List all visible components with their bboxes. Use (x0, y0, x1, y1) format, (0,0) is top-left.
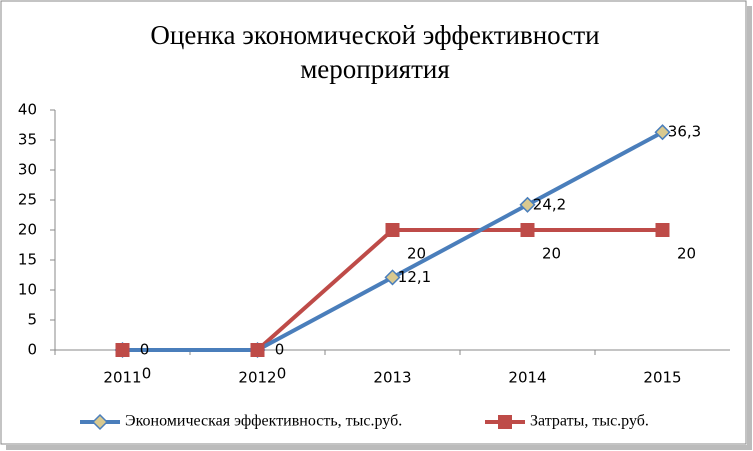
y-tick-label: 20 (18, 221, 37, 239)
y-tick-label: 35 (18, 131, 37, 149)
y-tick-label: 5 (27, 311, 37, 329)
marker (519, 196, 536, 213)
x-tick-label: 2012 (238, 369, 276, 387)
data-label: 0 (142, 365, 152, 383)
x-tick-label: 2013 (373, 369, 411, 387)
chart-border (0, 0, 747, 445)
x-tick-label: 2015 (643, 369, 681, 387)
y-tick-label: 25 (18, 191, 37, 209)
x-tick-label: 2014 (508, 369, 546, 387)
y-tick-label: 0 (27, 341, 37, 359)
data-label: 20 (542, 245, 561, 263)
y-tick-label: 15 (18, 251, 37, 269)
data-label: 24,2 (533, 195, 566, 213)
x-tick-label: 2011 (103, 369, 141, 387)
marker (654, 124, 671, 141)
chart-title: Оценка экономической эффективности мероп… (150, 20, 600, 84)
shadow (6, 445, 752, 450)
y-tick-label: 30 (18, 161, 37, 179)
marker (91, 413, 109, 431)
data-label: 0 (140, 341, 150, 359)
data-label: 36,3 (668, 123, 701, 141)
marker (115, 343, 130, 357)
data-label: 0 (277, 365, 287, 383)
marker (655, 223, 670, 237)
marker (520, 223, 535, 237)
shadow (747, 6, 752, 449)
y-tick-label: 40 (18, 101, 37, 119)
data-label: 0 (275, 341, 285, 359)
data-label: 20 (677, 245, 696, 263)
marker (250, 343, 265, 357)
marker (384, 269, 401, 286)
y-tick-label: 10 (18, 281, 37, 299)
data-label: 20 (407, 245, 426, 263)
data-label: 12,1 (398, 268, 431, 286)
marker (498, 415, 512, 429)
legend-label: Экономическая эффективность, тыс.руб. (125, 413, 402, 430)
marker (385, 223, 400, 237)
legend-label: Затраты, тыс.руб. (530, 413, 649, 430)
